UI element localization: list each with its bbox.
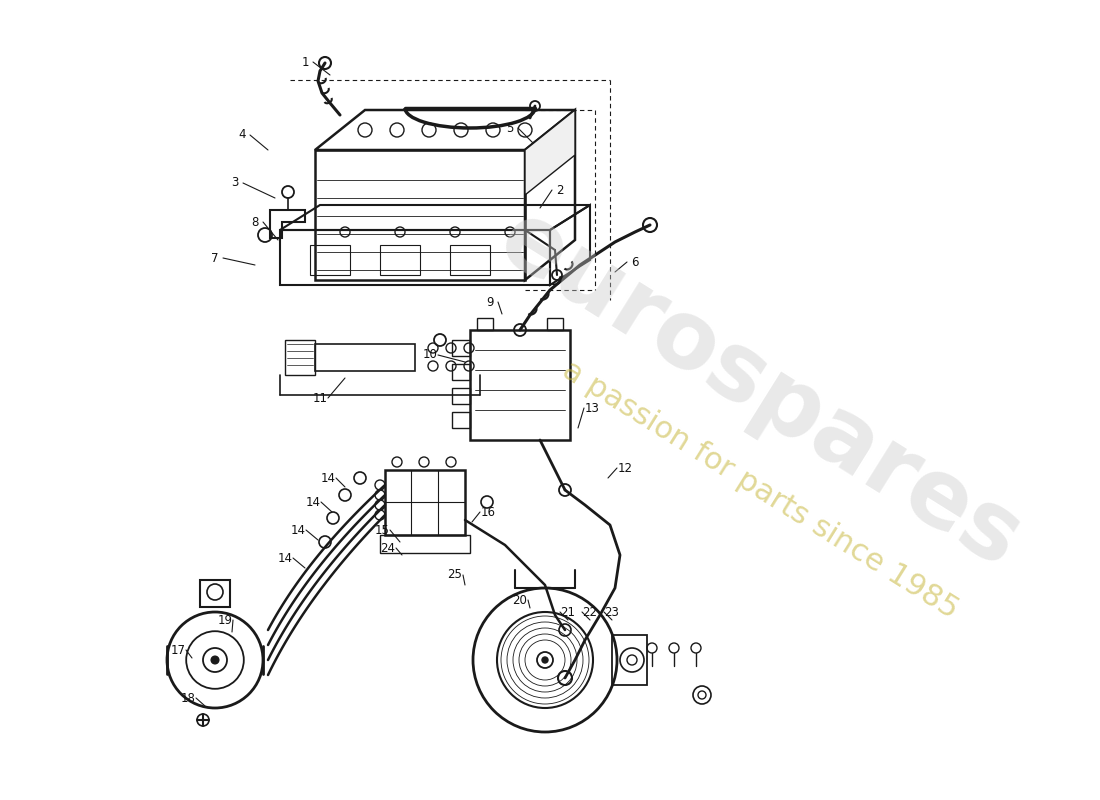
- Text: 21: 21: [561, 606, 575, 618]
- Circle shape: [542, 657, 548, 663]
- Text: 24: 24: [381, 542, 396, 554]
- Text: 7: 7: [211, 251, 219, 265]
- Text: 14: 14: [306, 495, 320, 509]
- Text: 4: 4: [239, 129, 245, 142]
- Text: 6: 6: [631, 255, 639, 269]
- Text: 13: 13: [584, 402, 600, 414]
- Polygon shape: [525, 110, 575, 195]
- Text: 20: 20: [513, 594, 527, 606]
- Text: 22: 22: [583, 606, 597, 618]
- Text: 23: 23: [605, 606, 619, 618]
- Text: 3: 3: [231, 177, 239, 190]
- Text: 2: 2: [557, 183, 563, 197]
- Text: 5: 5: [506, 122, 514, 134]
- Text: 14: 14: [277, 551, 293, 565]
- Text: 11: 11: [312, 391, 328, 405]
- Circle shape: [211, 656, 219, 664]
- Text: 17: 17: [170, 643, 186, 657]
- Text: 9: 9: [486, 295, 494, 309]
- Text: a passion for parts since 1985: a passion for parts since 1985: [557, 355, 964, 625]
- Text: 25: 25: [448, 569, 462, 582]
- Text: 12: 12: [617, 462, 632, 474]
- Text: 14: 14: [320, 471, 336, 485]
- Text: 14: 14: [290, 523, 306, 537]
- Text: 15: 15: [375, 523, 389, 537]
- Text: 8: 8: [251, 215, 258, 229]
- Text: 16: 16: [481, 506, 495, 518]
- Text: 10: 10: [422, 349, 438, 362]
- Text: 1: 1: [301, 55, 309, 69]
- Text: 19: 19: [218, 614, 232, 626]
- Text: 18: 18: [180, 691, 196, 705]
- Text: eurospares: eurospares: [482, 193, 1037, 587]
